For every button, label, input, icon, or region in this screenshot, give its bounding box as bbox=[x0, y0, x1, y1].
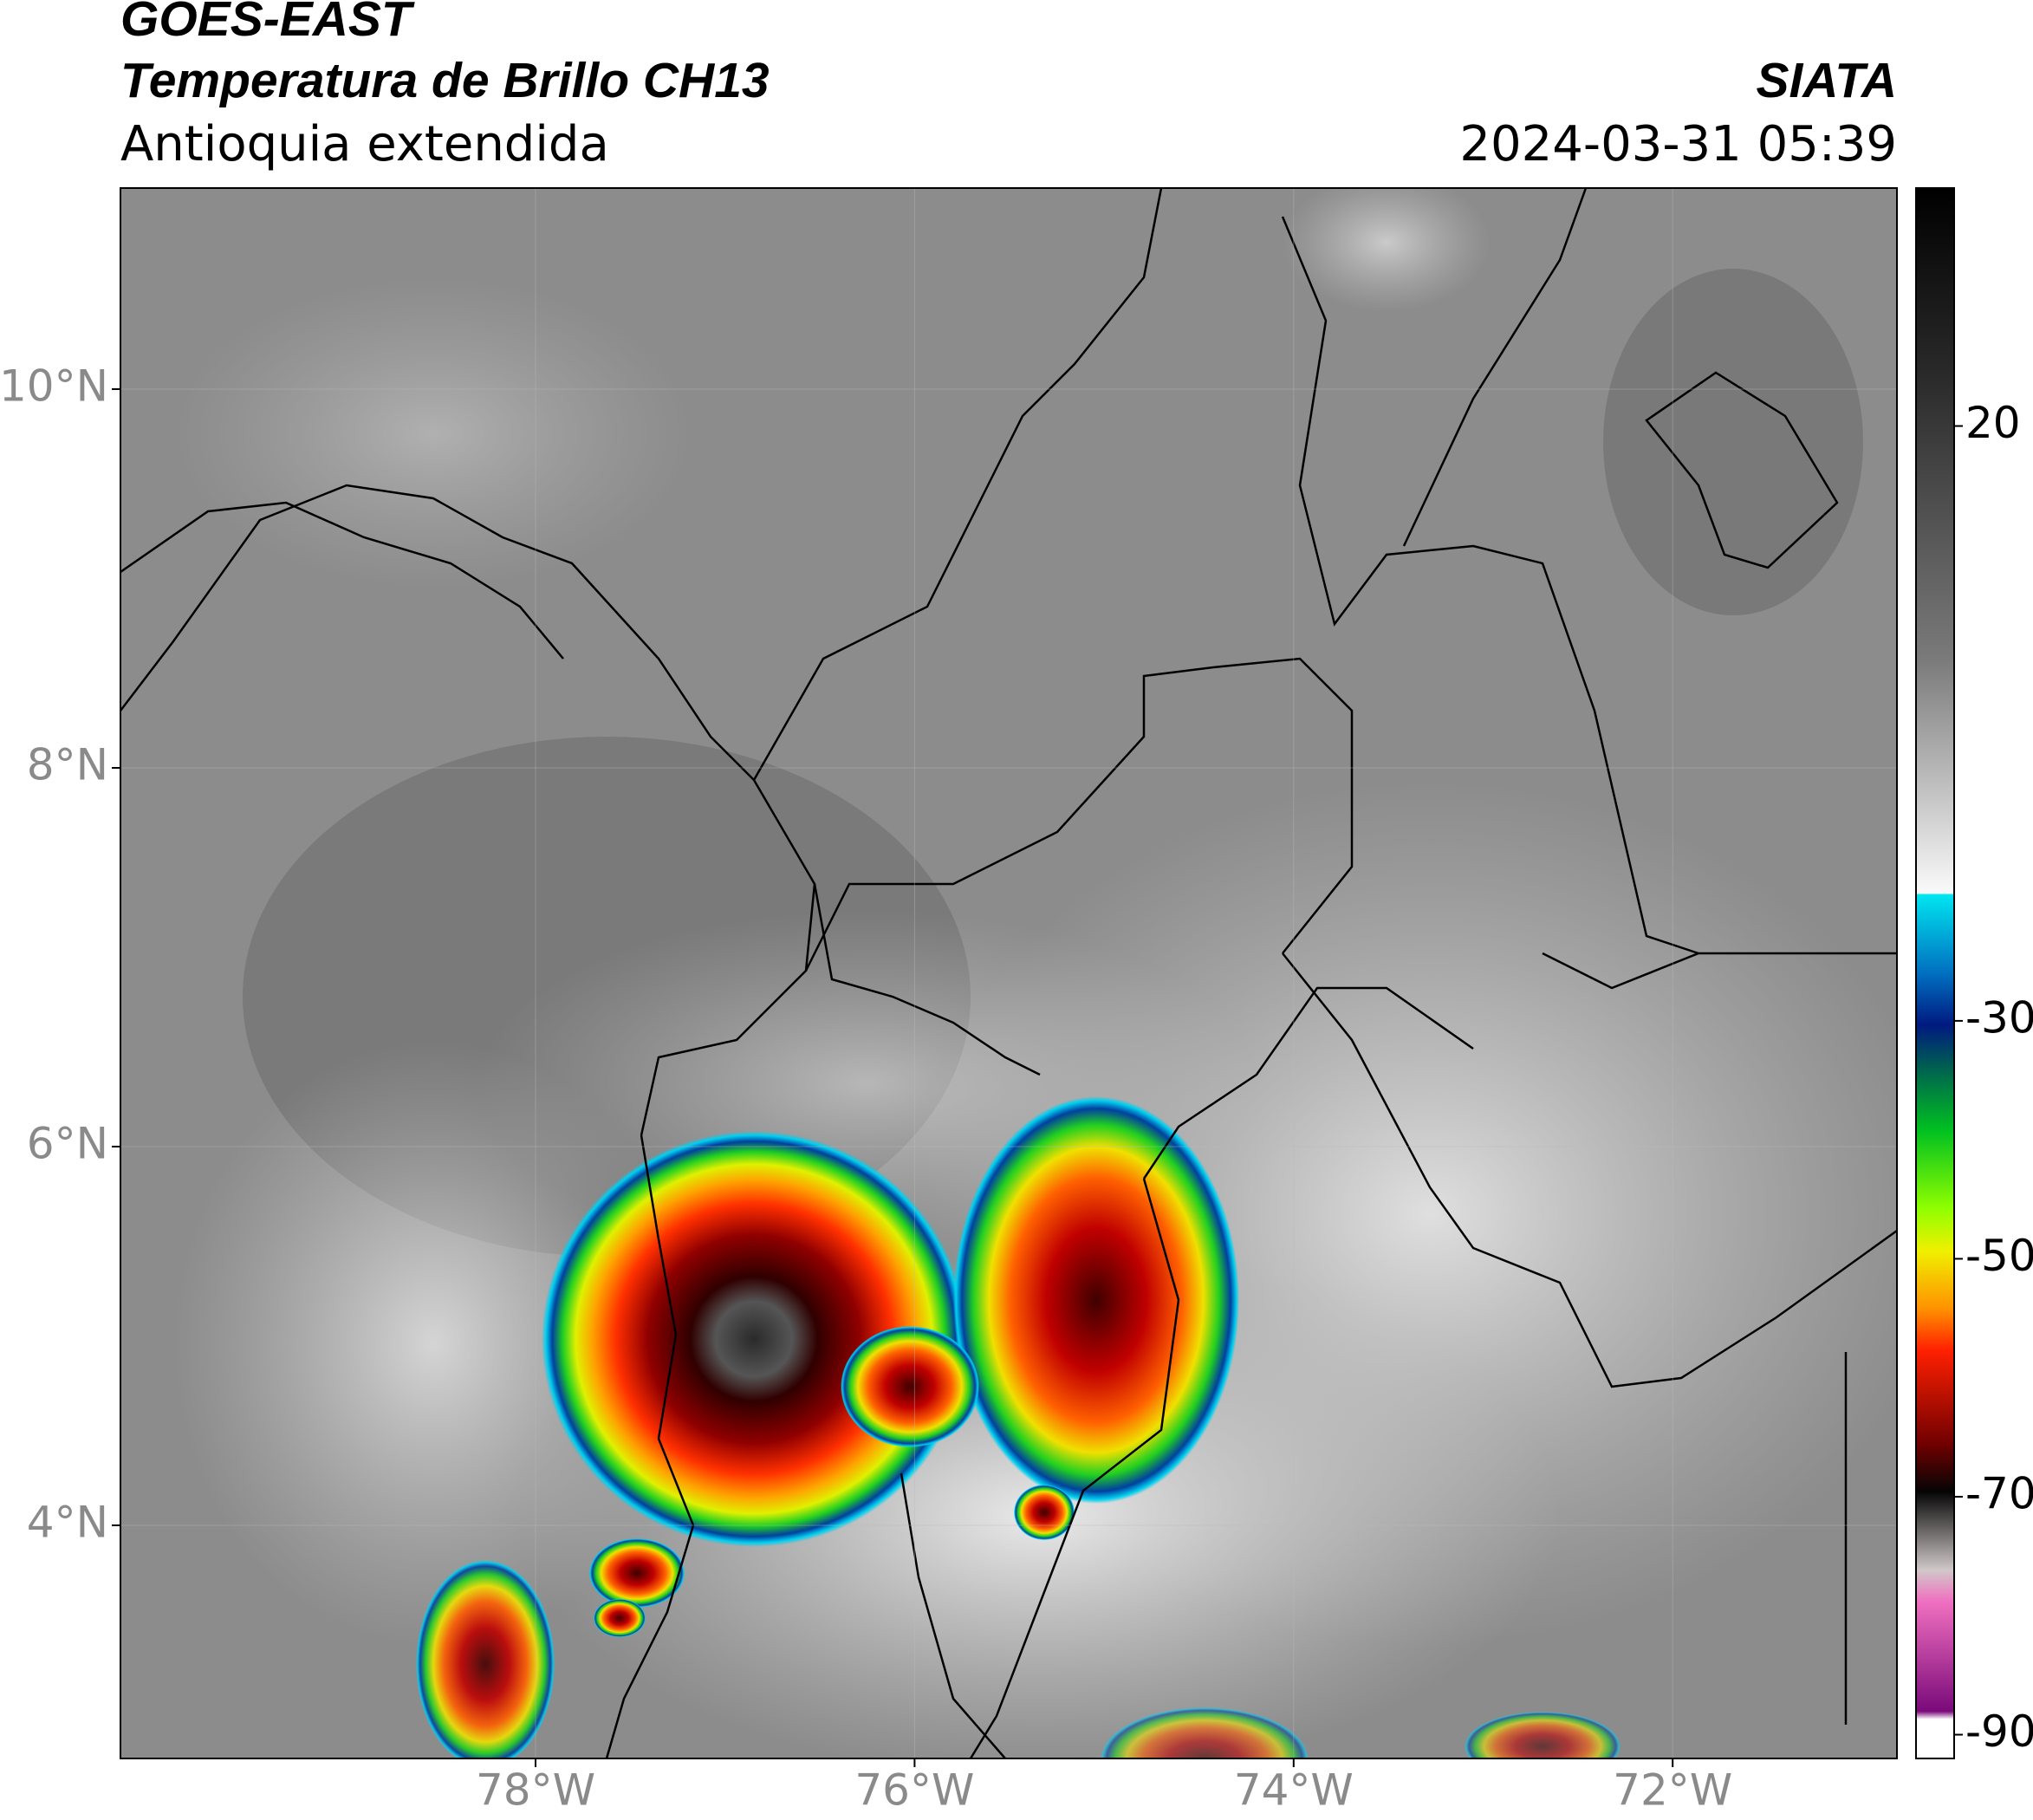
datetime: 2024-03-31 05:39 bbox=[1459, 116, 1897, 172]
subtitle: Antioquia extendida bbox=[120, 116, 609, 172]
lat-tick-label: 4°N bbox=[27, 1498, 108, 1548]
lat-tick-label: 8°N bbox=[27, 740, 108, 790]
grid bbox=[120, 188, 1897, 1758]
lon-tick-label: 74°W bbox=[1234, 1765, 1354, 1816]
lon-tick-label: 72°W bbox=[1613, 1765, 1732, 1816]
satellite-image bbox=[120, 188, 1897, 1758]
lat-tick-label: 6°N bbox=[27, 1119, 108, 1169]
map-frame bbox=[120, 187, 1898, 1759]
colorbar-tick-label: -50 bbox=[1965, 1231, 2033, 1281]
colorbar bbox=[1915, 187, 1955, 1759]
colorbar-tick-label: -30 bbox=[1965, 992, 2033, 1043]
lon-tick-label: 78°W bbox=[476, 1765, 595, 1816]
source: SIATA bbox=[1756, 53, 1897, 108]
title-line2: Temperatura de Brillo CH13 bbox=[120, 53, 770, 108]
colorbar-tick-label: -90 bbox=[1965, 1706, 2033, 1757]
colorbar-tick-label: -70 bbox=[1965, 1469, 2033, 1519]
colorbar-tick-label: 20 bbox=[1965, 398, 2021, 448]
lon-tick-label: 76°W bbox=[854, 1765, 974, 1816]
title-line1: GOES-EAST bbox=[120, 0, 415, 47]
lat-tick-label: 10°N bbox=[0, 361, 108, 412]
